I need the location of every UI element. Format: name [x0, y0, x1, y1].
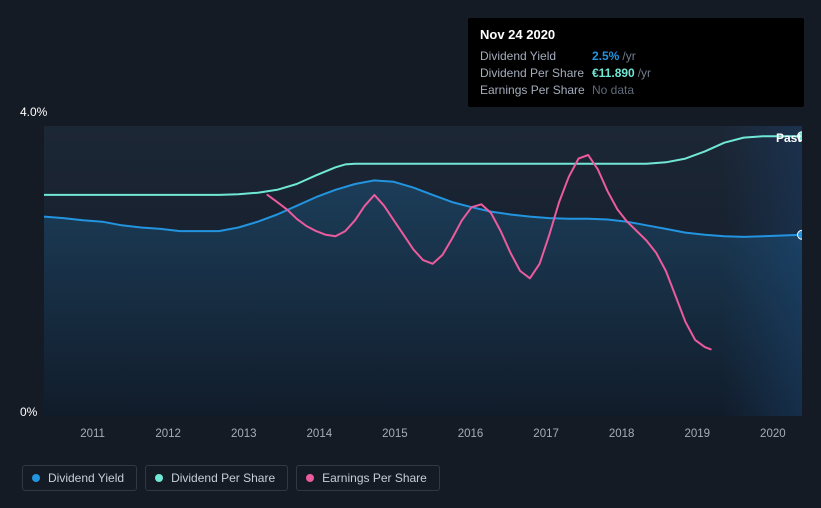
tooltip-row: Dividend Yield2.5%/yr	[480, 48, 792, 65]
x-tick-2016: 2016	[458, 428, 484, 440]
y-tick-bottom: 0%	[20, 405, 37, 419]
tooltip-label: Dividend Per Share	[480, 65, 592, 82]
legend-dot-icon	[155, 474, 163, 482]
x-tick-2011: 2011	[80, 428, 105, 440]
chart-plot[interactable]	[44, 126, 802, 416]
past-label: Past	[776, 131, 801, 145]
tooltip-nodata: No data	[592, 82, 634, 99]
tooltip-row: Earnings Per ShareNo data	[480, 82, 792, 99]
x-tick-2015: 2015	[382, 428, 408, 440]
legend-item-earnings_per_share[interactable]: Earnings Per Share	[296, 465, 440, 491]
legend-item-dividend_yield[interactable]: Dividend Yield	[22, 465, 137, 491]
x-tick-2019: 2019	[684, 428, 710, 440]
tooltip-unit: /yr	[638, 65, 651, 82]
tooltip-unit: /yr	[622, 48, 635, 65]
chart-legend: Dividend Yield Dividend Per Share Earnings…	[22, 465, 440, 491]
tooltip-label: Dividend Yield	[480, 48, 592, 65]
x-tick-2020: 2020	[760, 428, 786, 440]
tooltip-value: €11.890	[592, 65, 635, 82]
marker-dividend_yield	[798, 230, 803, 239]
x-tick-2013: 2013	[231, 428, 257, 440]
chart-tooltip: Nov 24 2020 Dividend Yield2.5%/yrDividen…	[468, 18, 804, 107]
legend-dot-icon	[32, 474, 40, 482]
legend-label: Dividend Yield	[48, 471, 124, 485]
tooltip-label: Earnings Per Share	[480, 82, 592, 99]
tooltip-value: 2.5%	[592, 48, 619, 65]
x-tick-2014: 2014	[307, 428, 333, 440]
y-tick-top: 4.0%	[20, 105, 47, 119]
tooltip-date: Nov 24 2020	[480, 26, 792, 44]
legend-label: Earnings Per Share	[322, 471, 427, 485]
chart-container: 4.0% 0% Past 2011 2012 2013 2014 2015 2016 201…	[0, 0, 821, 508]
x-tick-2017: 2017	[533, 428, 559, 440]
tooltip-row: Dividend Per Share€11.890/yr	[480, 65, 792, 82]
x-tick-2018: 2018	[609, 428, 635, 440]
legend-item-dividend_per_share[interactable]: Dividend Per Share	[145, 465, 288, 491]
legend-label: Dividend Per Share	[171, 471, 275, 485]
legend-dot-icon	[306, 474, 314, 482]
x-tick-2012: 2012	[155, 428, 181, 440]
